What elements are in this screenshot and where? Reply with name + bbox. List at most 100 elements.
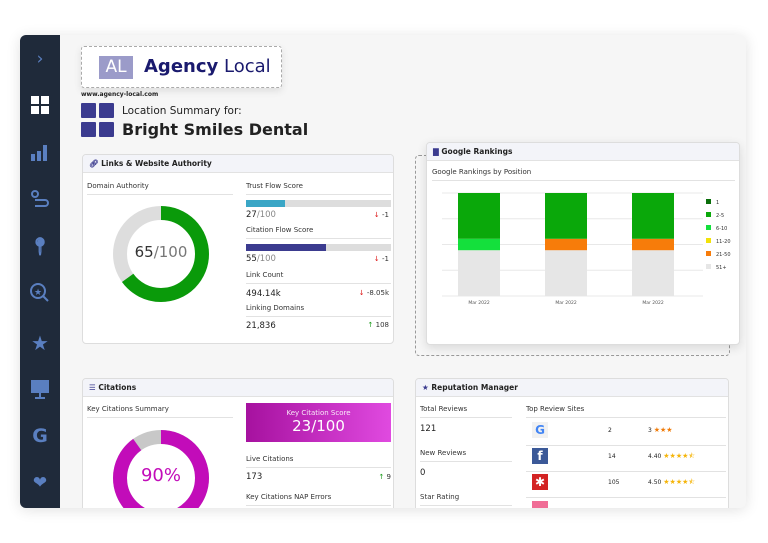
facebook-icon: f bbox=[532, 448, 548, 464]
domain-authority-label: Domain Authority bbox=[87, 182, 149, 190]
google-icon: G bbox=[532, 422, 548, 438]
review-rating: 3 bbox=[648, 427, 652, 434]
card-title: Citations bbox=[98, 383, 137, 392]
review-site-row[interactable] bbox=[532, 501, 548, 508]
citation-flow-value: 55 bbox=[246, 254, 257, 264]
trust-flow-max: /100 bbox=[256, 210, 276, 220]
logo-mark: AL bbox=[99, 56, 133, 79]
link-count-value: 494.14k bbox=[246, 289, 281, 299]
linking-domains-label: Linking Domains bbox=[246, 304, 305, 312]
card-title: Google Rankings bbox=[441, 147, 513, 156]
links-card: 🔗︎ Links & Website Authority Domain Auth… bbox=[82, 154, 394, 344]
new-reviews-value: 0 bbox=[420, 468, 426, 478]
citations-icon[interactable] bbox=[20, 190, 60, 215]
bar-segment-6-10 bbox=[458, 238, 500, 251]
review-site-row[interactable]: ✱ 105 4.50 ★★★★⯪ bbox=[526, 472, 726, 498]
reviews-icon[interactable]: ★ bbox=[31, 331, 49, 355]
location-grid-icon bbox=[81, 103, 115, 143]
search-star-icon[interactable]: ★ bbox=[20, 283, 60, 308]
review-count: 105 bbox=[608, 479, 620, 486]
citations-summary-value: 90% bbox=[140, 465, 181, 486]
google-icon[interactable]: G bbox=[32, 425, 48, 447]
bar-segment-51+ bbox=[458, 250, 500, 296]
total-reviews-label: Total Reviews bbox=[420, 405, 468, 413]
link-count-change: -8.05k bbox=[366, 289, 389, 297]
chart-title: Google Rankings by Position bbox=[432, 168, 532, 176]
live-citations-value: 173 bbox=[246, 472, 263, 482]
agency-url: www.agency-local.com bbox=[81, 91, 159, 98]
nap-errors-label: Key Citations NAP Errors bbox=[246, 493, 332, 501]
star-icon: ★ bbox=[422, 383, 429, 392]
citation-flow-change: -1 bbox=[382, 255, 389, 263]
citations-donut bbox=[113, 430, 209, 508]
live-citations-label: Live Citations bbox=[246, 455, 294, 463]
domain-authority-value: 65 bbox=[134, 243, 154, 261]
dashboard-icon[interactable] bbox=[20, 96, 60, 119]
legend-label: 6-10 bbox=[716, 226, 727, 232]
logo-name-light: Local bbox=[223, 56, 271, 77]
domain-authority-arc bbox=[113, 206, 209, 302]
legend-swatch bbox=[706, 238, 711, 243]
key-citation-score: Key Citation Score 23/100 bbox=[246, 403, 391, 442]
review-rating: 4.50 bbox=[648, 479, 662, 486]
sidebar: › 📍︎ ★ ★ G ❤︎ bbox=[20, 35, 60, 508]
rankings-icon: ▇ bbox=[433, 147, 439, 156]
linking-domains-change: 108 bbox=[375, 321, 389, 329]
trust-flow-change: -1 bbox=[382, 211, 389, 219]
bar-segment-2-5 bbox=[458, 193, 500, 239]
agency-logo: AL Agency Local bbox=[81, 46, 282, 88]
star-rating-label: Star Rating bbox=[420, 493, 460, 501]
domain-authority-max: /100 bbox=[153, 243, 188, 261]
trust-flow-label: Trust Flow Score bbox=[246, 182, 303, 190]
review-count: 2 bbox=[608, 427, 612, 434]
new-reviews-label: New Reviews bbox=[420, 449, 467, 457]
top-review-sites-label: Top Review Sites bbox=[526, 405, 585, 413]
heart-pin-icon[interactable]: ❤︎ bbox=[32, 473, 48, 493]
bar-segment-2-5 bbox=[632, 193, 674, 239]
bar-segment-51+ bbox=[632, 250, 674, 296]
rating-stars-icon: ★★★★⯪ bbox=[663, 452, 696, 460]
rating-stars-icon: ★★★ bbox=[653, 426, 673, 434]
google-rankings-card: ▇ Google Rankings Google Rankings by Pos… bbox=[426, 142, 740, 345]
display-icon[interactable] bbox=[20, 379, 60, 404]
x-tick-label: Mar 2022 bbox=[555, 300, 577, 306]
app-window: › 📍︎ ★ ★ G ❤︎ AL Agency Local www.agency… bbox=[20, 35, 746, 508]
link-icon: 🔗︎ bbox=[89, 159, 99, 168]
rankings-icon[interactable] bbox=[20, 143, 60, 166]
bar-segment-21-50 bbox=[632, 238, 674, 251]
rankings-chart: Mar 2022 Mar 2022 Mar 2022 1 2-5 6-10 11-20 21-… bbox=[442, 192, 731, 306]
rating-stars-icon: ★★★★⯪ bbox=[663, 478, 696, 486]
chevron-right-icon[interactable]: › bbox=[36, 49, 44, 69]
citation-flow-bar bbox=[246, 244, 391, 251]
domain-authority-donut bbox=[113, 206, 209, 302]
legend-swatch bbox=[706, 225, 711, 230]
citations-arc bbox=[113, 430, 209, 508]
review-count: 14 bbox=[608, 453, 616, 460]
review-site-row[interactable]: G 2 3 ★★★ bbox=[526, 420, 726, 446]
trust-flow-bar bbox=[246, 200, 391, 207]
total-reviews-value: 121 bbox=[420, 424, 437, 434]
bar-segment-51+ bbox=[545, 250, 587, 296]
citations-summary-label: Key Citations Summary bbox=[87, 405, 169, 413]
legend-label: 11-20 bbox=[716, 239, 731, 245]
reputation-card: ★ Reputation Manager Total Reviews 121 N… bbox=[415, 378, 729, 508]
logo-name-bold: Agency bbox=[144, 56, 219, 77]
locations-icon[interactable]: 📍︎ bbox=[29, 237, 51, 257]
citations-icon: ☰ bbox=[89, 383, 96, 392]
score-label: Key Citation Score bbox=[286, 409, 351, 417]
legend-swatch bbox=[706, 251, 711, 256]
legend-label: 2-5 bbox=[716, 213, 724, 219]
legend-label: 21-50 bbox=[716, 252, 731, 258]
legend-label: 1 bbox=[716, 200, 719, 206]
citation-flow-max: /100 bbox=[256, 254, 276, 264]
review-site-row[interactable]: f 14 4.40 ★★★★⯪ bbox=[526, 446, 726, 472]
x-tick-label: Mar 2022 bbox=[468, 300, 490, 306]
card-title: Links & Website Authority bbox=[101, 159, 212, 168]
legend-swatch bbox=[706, 212, 711, 217]
legend-swatch bbox=[706, 264, 711, 269]
review-rating: 4.40 bbox=[648, 453, 662, 460]
x-tick-label: Mar 2022 bbox=[642, 300, 664, 306]
linking-domains-value: 21,836 bbox=[246, 321, 276, 331]
card-title: Reputation Manager bbox=[431, 383, 518, 392]
yelp-icon: ✱ bbox=[532, 474, 548, 490]
